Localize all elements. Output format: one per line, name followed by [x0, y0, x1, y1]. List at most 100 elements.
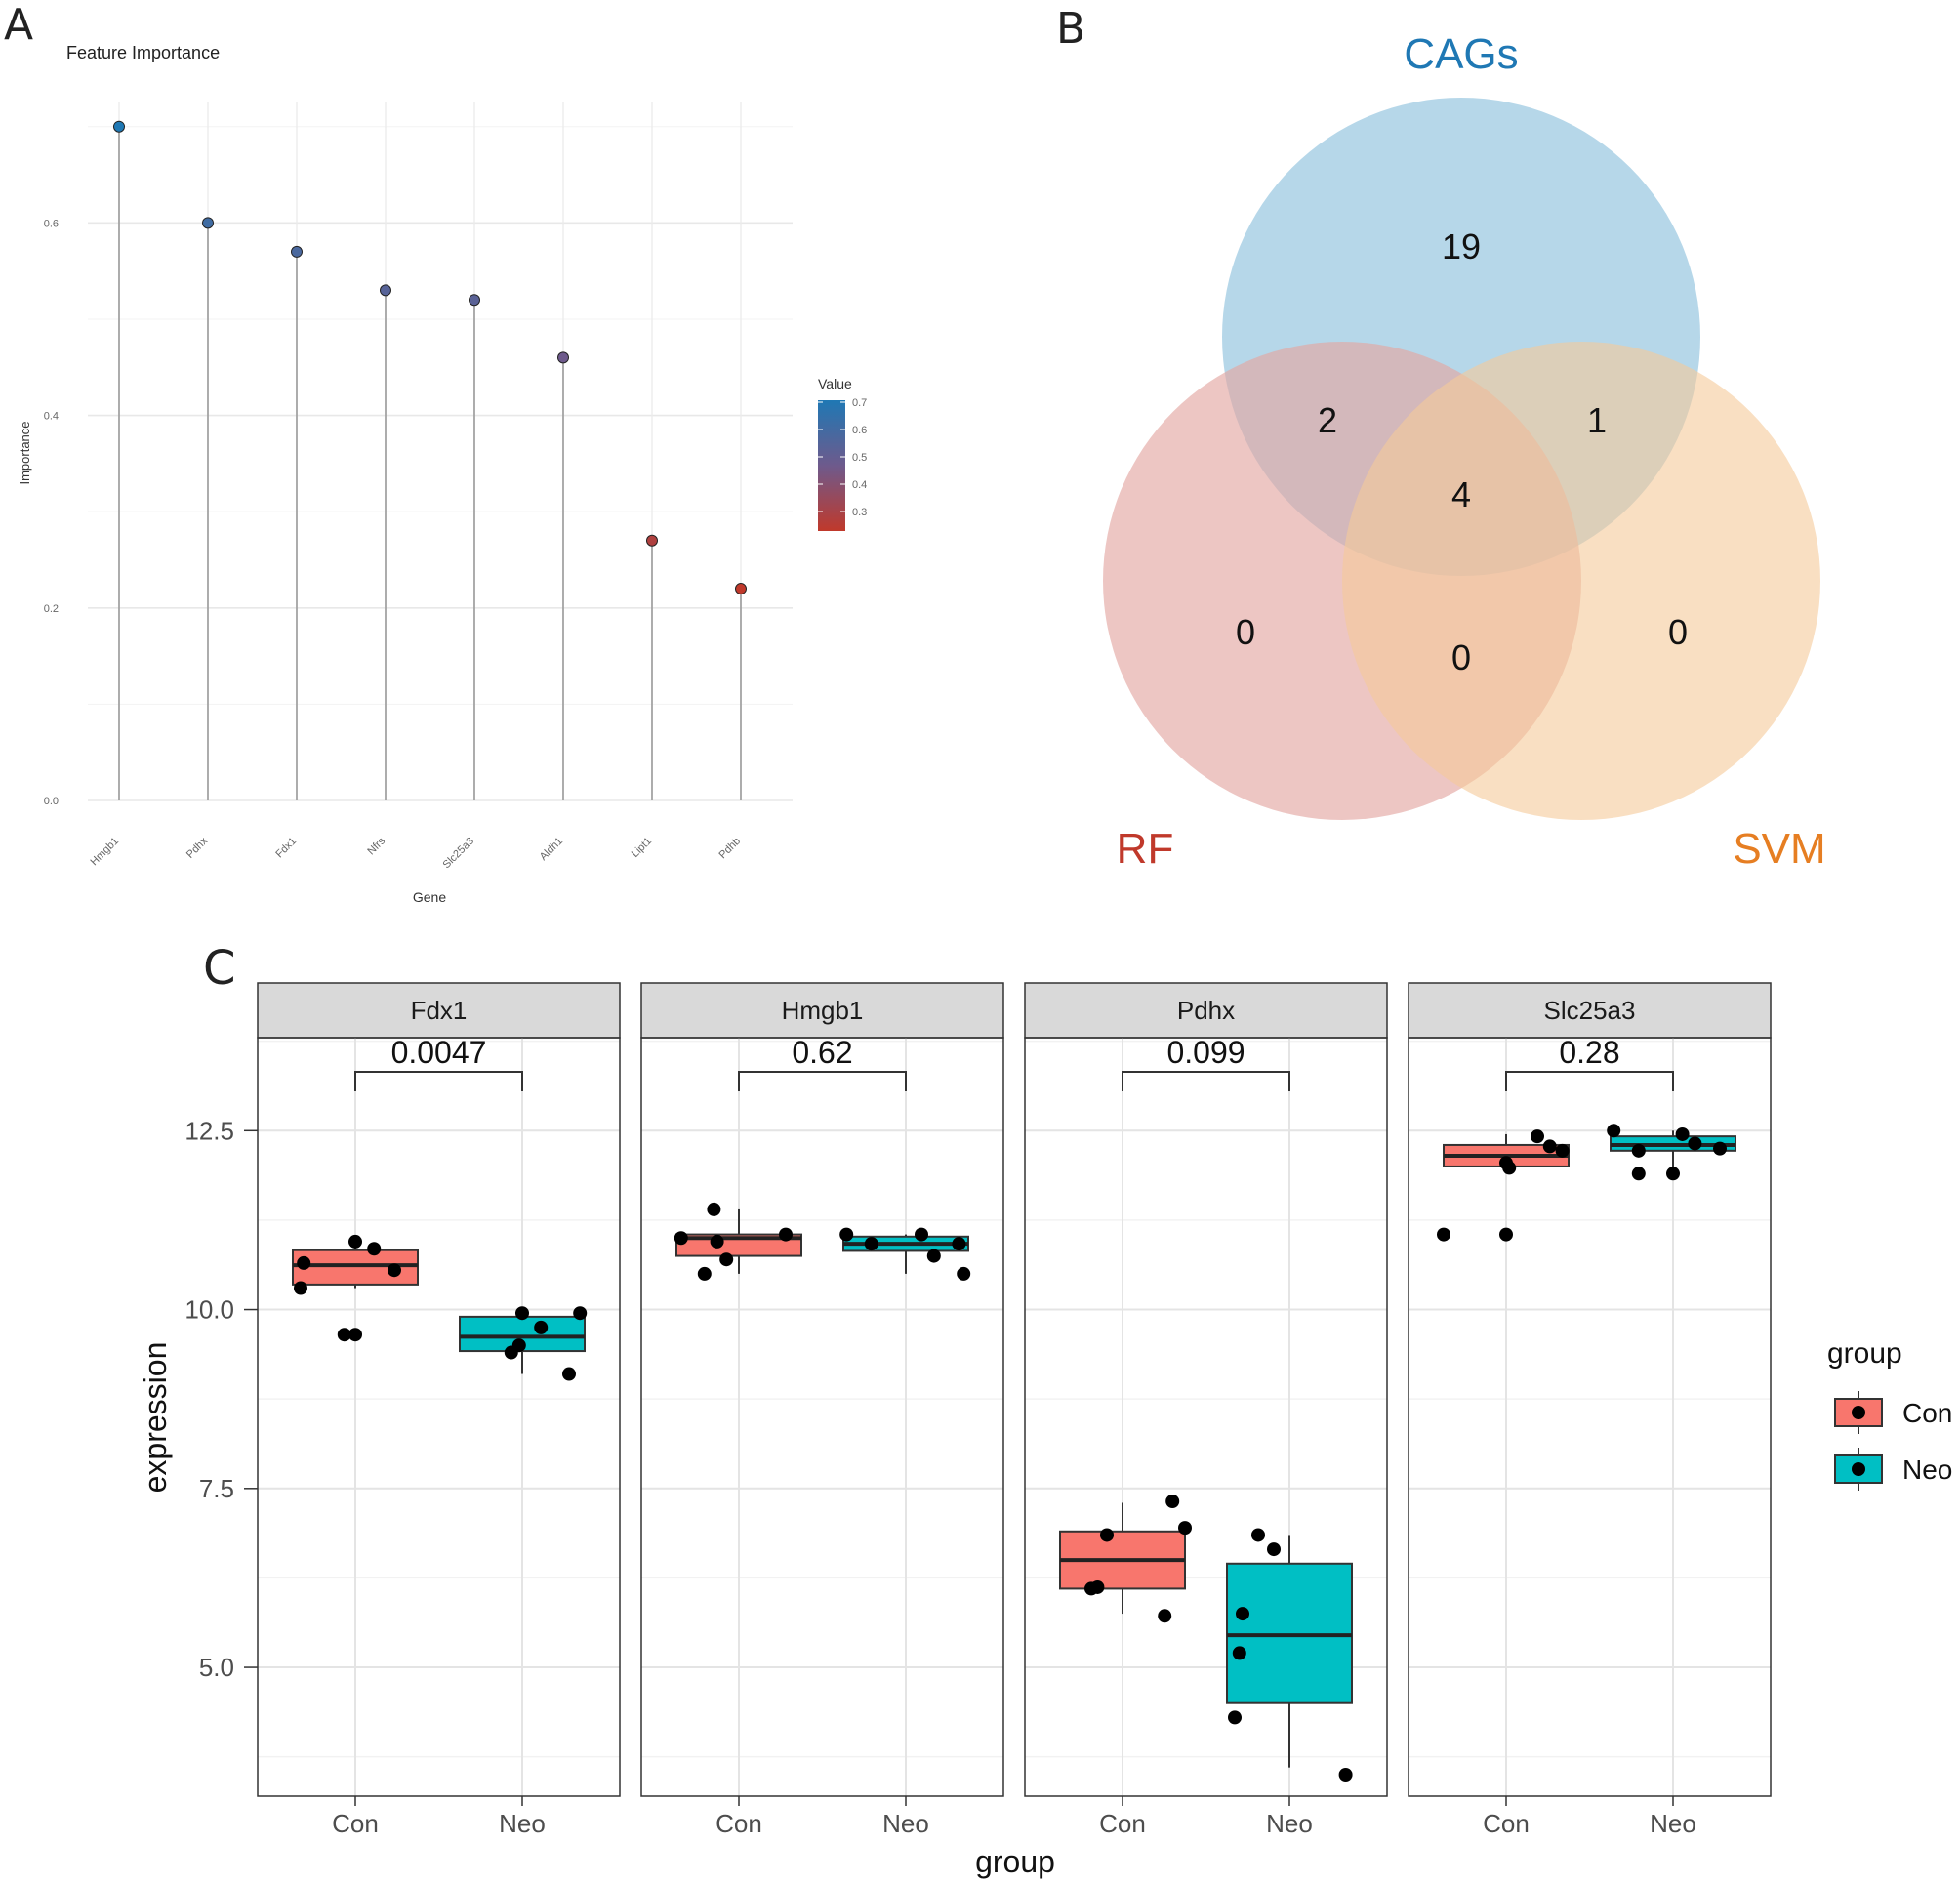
- data-point: [957, 1266, 971, 1281]
- data-point: [367, 1242, 382, 1256]
- x-tick-label: Aldh1: [538, 836, 565, 863]
- data-point: [515, 1306, 529, 1321]
- data-point: [297, 1255, 311, 1270]
- colorbar-tick-label: 0.5: [852, 452, 867, 464]
- data-point: [1675, 1126, 1690, 1141]
- venn-count-svm_only: 0: [1668, 612, 1688, 652]
- x-tick-label: Neo: [882, 1809, 929, 1838]
- venn-count-cags_svm: 1: [1587, 400, 1607, 440]
- data-point: [573, 1306, 588, 1321]
- legend-title: group: [1827, 1337, 1902, 1370]
- panel-label-c: C: [203, 941, 236, 996]
- data-point: [707, 1202, 721, 1216]
- data-point: [839, 1227, 854, 1242]
- facet-pdhx: Pdhx Con Neo 0.099: [1024, 982, 1388, 1838]
- facet-panel-border: [257, 1037, 621, 1797]
- data-point: [719, 1252, 734, 1267]
- facet-title: Hmgb1: [782, 996, 864, 1025]
- lollipop-point: [291, 245, 303, 258]
- lollipop-point: [646, 534, 658, 547]
- facet-slc25a3: Slc25a3 Con Neo 0.28: [1408, 982, 1772, 1838]
- data-point: [1232, 1646, 1246, 1660]
- data-point: [337, 1328, 351, 1342]
- data-point: [710, 1234, 724, 1249]
- x-tick-label: Con: [1099, 1809, 1146, 1838]
- y-tick-label: 0.0: [44, 796, 59, 807]
- colorbar-tick-label: 0.3: [852, 507, 867, 518]
- data-point: [915, 1227, 928, 1242]
- p-value-label: 0.0047: [391, 1035, 487, 1070]
- data-point: [388, 1263, 401, 1278]
- significance-bracket: [1122, 1071, 1290, 1091]
- x-tick-label: Lipt1: [630, 836, 654, 860]
- data-point: [1713, 1141, 1727, 1156]
- legend-item-label: Neo: [1902, 1454, 1952, 1485]
- data-point: [697, 1266, 712, 1281]
- colorbar-tick-label: 0.4: [852, 479, 867, 491]
- data-point: [1090, 1579, 1105, 1594]
- facet-panel-border: [1024, 1037, 1388, 1797]
- data-point: [1531, 1129, 1544, 1144]
- significance-bracket: [1505, 1071, 1674, 1091]
- panel-label-b: B: [1056, 4, 1085, 54]
- venn-count-cags_only: 19: [1442, 226, 1481, 266]
- panel-a-lollipop-chart: Feature Importance 0.0 0.2 0.4 0.6 Hmgb1 Pdhx F…: [18, 43, 867, 905]
- data-point: [952, 1237, 966, 1251]
- data-point: [534, 1320, 549, 1334]
- facet-strip: [1024, 982, 1388, 1039]
- data-point: [1228, 1710, 1242, 1725]
- data-point: [674, 1231, 688, 1246]
- data-point: [1267, 1542, 1281, 1557]
- data-point: [1502, 1161, 1517, 1175]
- facet-title: Fdx1: [411, 996, 468, 1025]
- y-tick-label: 10.0: [184, 1295, 234, 1325]
- x-tick-label: Neo: [1266, 1809, 1313, 1838]
- data-point: [294, 1281, 307, 1295]
- x-axis-label: Gene: [413, 889, 446, 905]
- p-value-label: 0.099: [1166, 1035, 1245, 1070]
- data-point: [511, 1338, 526, 1353]
- venn-count-rf_only: 0: [1236, 612, 1255, 652]
- colorbar-tick-label: 0.6: [852, 425, 867, 436]
- data-point: [348, 1234, 362, 1249]
- x-tick-label: Con: [332, 1809, 379, 1838]
- legend-key-point: [1852, 1462, 1865, 1476]
- y-tick-label: 0.4: [44, 411, 59, 423]
- x-tick-label: Neo: [499, 1809, 546, 1838]
- lollipop-point: [202, 217, 214, 229]
- legend-key-point: [1852, 1406, 1865, 1419]
- x-tick-label: Neo: [1650, 1809, 1696, 1838]
- data-point: [779, 1227, 793, 1242]
- data-point: [1100, 1528, 1114, 1542]
- facet-panel-border: [640, 1037, 1004, 1797]
- facet-strip: [257, 982, 621, 1039]
- data-point: [1555, 1143, 1570, 1158]
- x-tick-label: Pdhb: [716, 836, 743, 862]
- facet-title: Pdhx: [1177, 996, 1235, 1025]
- legend-title: Value: [818, 376, 852, 391]
- venn-set-label-cags: CAGs: [1404, 30, 1518, 78]
- data-point: [1631, 1167, 1646, 1181]
- x-tick-label: Nfrs: [365, 835, 388, 857]
- data-point: [1165, 1494, 1180, 1508]
- x-tick-label: Slc25a3: [441, 836, 477, 872]
- data-point: [1437, 1227, 1450, 1242]
- data-point: [1666, 1167, 1680, 1181]
- facet-strip: [1408, 982, 1772, 1039]
- data-point: [562, 1367, 576, 1381]
- p-value-label: 0.62: [792, 1035, 852, 1070]
- x-tick-label: Con: [1483, 1809, 1530, 1838]
- x-tick-label: Fdx1: [273, 836, 299, 861]
- venn-count-all: 4: [1451, 474, 1471, 514]
- facet-fdx1: Fdx1 Con Neo 0.0047: [257, 982, 621, 1838]
- venn-count-cags_rf: 2: [1318, 400, 1337, 440]
- data-point: [864, 1237, 878, 1251]
- x-tick-label: Con: [715, 1809, 762, 1838]
- p-value-label: 0.28: [1559, 1035, 1619, 1070]
- x-tick-label: Pdhx: [184, 835, 211, 861]
- x-tick-label: Hmgb1: [89, 836, 122, 869]
- data-point: [1236, 1607, 1249, 1621]
- y-axis-label: expression: [138, 1342, 173, 1494]
- lollipop-point: [557, 351, 569, 364]
